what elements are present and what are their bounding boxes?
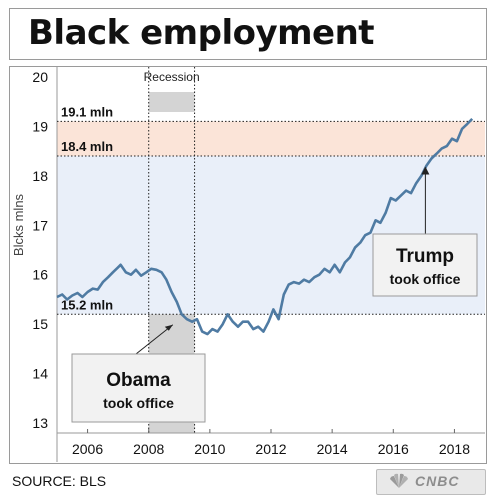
y-tick-label: 15 xyxy=(32,316,48,332)
annotation-title: Obama xyxy=(106,370,171,391)
annotation-box xyxy=(372,233,478,297)
annotation-arrow-line xyxy=(135,324,174,355)
series-line xyxy=(56,117,474,336)
line-chart: Recession 19.1 mln 18.4 mln 15.2 mln 13 14 1… xyxy=(11,67,485,462)
x-tick-label: 2008 xyxy=(133,441,164,457)
shaded-band xyxy=(57,121,485,157)
level-label: 18.4 mln xyxy=(61,139,113,154)
x-tick-label: 2006 xyxy=(72,441,103,457)
title-box: Black employment xyxy=(9,8,487,60)
source-note: SOURCE: BLS xyxy=(12,473,107,489)
cnbc-wordmark: CNBC xyxy=(415,473,460,489)
y-tick-label: 19 xyxy=(32,118,48,134)
peacock-icon xyxy=(390,473,408,488)
cnbc-logo: CNBC xyxy=(376,469,486,495)
y-axis-label: Blcks mlns xyxy=(11,193,26,256)
chart-area: Recession 19.1 mln 18.4 mln 15.2 mln 13 14 1… xyxy=(9,66,487,464)
y-tick-label: 16 xyxy=(32,267,48,283)
y-tick-label: 18 xyxy=(32,168,48,184)
y-tick-label: 13 xyxy=(32,415,48,431)
annotation-arrowhead xyxy=(421,166,430,175)
x-tick-label: 2014 xyxy=(317,441,348,457)
x-tick-label: 2018 xyxy=(439,441,470,457)
x-tick-label: 2012 xyxy=(255,441,286,457)
annotation-title: Trump xyxy=(396,246,454,267)
recession-label: Recession xyxy=(144,70,200,84)
annotation-subtitle: took office xyxy=(103,395,174,411)
x-tick-label: 2010 xyxy=(194,441,225,457)
chart-title: Black employment xyxy=(28,13,375,53)
level-label: 19.1 mln xyxy=(61,104,113,119)
annotation-arrowhead xyxy=(164,324,173,331)
y-tick-label: 17 xyxy=(32,217,48,233)
y-tick-label: 14 xyxy=(32,366,48,382)
annotation-subtitle: took office xyxy=(390,271,461,287)
annotation-box xyxy=(71,353,206,423)
x-tick-label: 2016 xyxy=(378,441,409,457)
y-tick-label: 20 xyxy=(32,69,48,85)
recession-header-shade xyxy=(148,92,195,112)
level-label: 15.2 mln xyxy=(61,297,113,312)
